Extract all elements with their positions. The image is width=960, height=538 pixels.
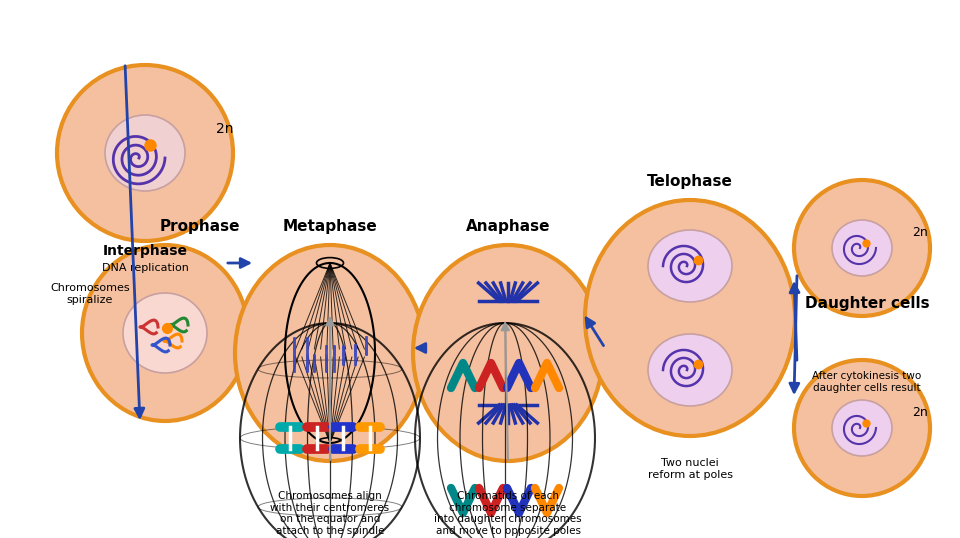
Text: Two nuclei
reform at poles: Two nuclei reform at poles: [647, 458, 732, 479]
Text: Prophase: Prophase: [159, 219, 240, 234]
Text: Interphase: Interphase: [103, 244, 187, 258]
Ellipse shape: [832, 220, 892, 276]
Text: 2n: 2n: [912, 406, 928, 419]
Ellipse shape: [235, 245, 425, 461]
Ellipse shape: [648, 230, 732, 302]
Ellipse shape: [794, 360, 930, 496]
Ellipse shape: [123, 293, 207, 373]
Text: Telophase: Telophase: [647, 174, 732, 189]
Ellipse shape: [57, 65, 233, 241]
Ellipse shape: [794, 180, 930, 316]
Ellipse shape: [585, 200, 795, 436]
Text: After cytokinesis two
daughter cells result: After cytokinesis two daughter cells res…: [812, 371, 922, 393]
Text: DNA replication: DNA replication: [102, 263, 188, 273]
Text: Anaphase: Anaphase: [466, 219, 550, 234]
Ellipse shape: [82, 245, 248, 421]
Ellipse shape: [413, 245, 603, 461]
Text: Metaphase: Metaphase: [282, 219, 377, 234]
Text: 2n: 2n: [912, 226, 928, 239]
Text: Chromatids of each
chromosome separate
into daughter chromosomes
and move to opp: Chromatids of each chromosome separate i…: [434, 491, 582, 536]
Text: Chromosomes align
with their centromeres
on the equator and
attach to the spindl: Chromosomes align with their centromeres…: [271, 491, 390, 536]
Text: 2n: 2n: [216, 122, 233, 136]
Ellipse shape: [105, 115, 185, 191]
Text: Daughter cells: Daughter cells: [804, 296, 929, 311]
Ellipse shape: [648, 334, 732, 406]
Ellipse shape: [832, 400, 892, 456]
Text: Chromosomes
spiralize: Chromosomes spiralize: [50, 284, 130, 305]
